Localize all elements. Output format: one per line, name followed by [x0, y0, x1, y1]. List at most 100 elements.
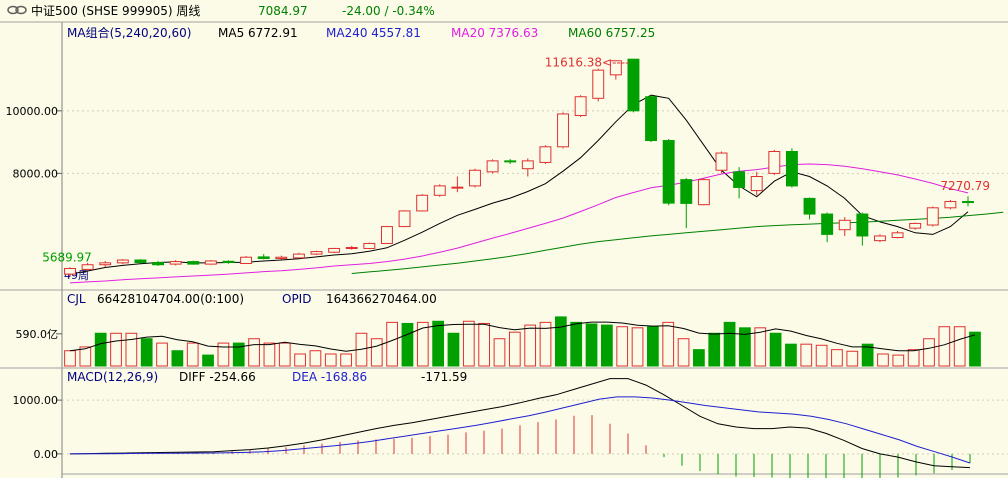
- volume-bar-down: [94, 332, 107, 367]
- opid-label: OPID: [282, 292, 311, 306]
- macd-dea: DEA -168.86: [292, 370, 367, 384]
- volume-bar-up: [186, 342, 199, 367]
- volume-bar-up: [478, 322, 491, 367]
- volume-bar-up: [386, 321, 398, 367]
- volume-bar-up: [294, 353, 306, 367]
- volume-bar-down: [140, 338, 153, 367]
- header-price: 7084.97: [258, 4, 308, 18]
- candle-up: [292, 253, 305, 259]
- candle-down: [187, 261, 200, 265]
- volume-bar-up: [892, 354, 905, 367]
- volume-bar-up: [217, 342, 230, 367]
- macd-panel-legend: MACD(12,26,9) DIFF -254.66 DEA -168.86 -…: [67, 370, 467, 384]
- macd-diff-line: [69, 378, 971, 469]
- candle-up: [944, 201, 957, 209]
- volume-bar-down: [739, 327, 751, 367]
- volume-bar-up: [754, 327, 767, 367]
- volume-bar-up: [938, 326, 951, 367]
- candle-up: [416, 194, 429, 212]
- cjl-value: 66428104704.00(0:100): [97, 292, 244, 306]
- volume-bars: [64, 316, 981, 367]
- candle-down: [962, 201, 974, 204]
- volume-bar-up: [539, 321, 552, 367]
- candle-down: [785, 150, 798, 187]
- link-icon[interactable]: [7, 5, 27, 15]
- candle-up: [169, 261, 182, 265]
- ma5-label: MA5 6772.91: [218, 26, 298, 40]
- candle-down: [134, 259, 147, 264]
- macd-lines: [69, 378, 971, 469]
- candle-up: [574, 96, 587, 117]
- volume-bar-up: [800, 343, 813, 367]
- candle-up: [204, 260, 217, 265]
- ma20-label: MA20 7376.63: [451, 26, 538, 40]
- candle-up: [715, 152, 728, 171]
- volume-bar-down: [723, 321, 736, 367]
- volume-bar-up: [263, 342, 276, 367]
- volume-bar-down: [861, 343, 874, 367]
- volume-bar-down: [785, 343, 797, 367]
- candle-up: [275, 256, 288, 259]
- volume-bar-up: [462, 320, 475, 367]
- candle-up: [557, 113, 569, 148]
- opid-value: 164366270464.00: [326, 292, 437, 306]
- last-annotation: 7270.79: [940, 179, 990, 193]
- volume-bar-up: [309, 350, 322, 367]
- ma5-line: [69, 94, 969, 275]
- candle-up: [539, 146, 552, 163]
- candle-down: [821, 213, 834, 235]
- volume-bar-down: [600, 324, 613, 367]
- volume-bar-up: [953, 326, 966, 367]
- volume-bar-down: [647, 326, 659, 367]
- volume-bar-up: [493, 338, 506, 367]
- candle-down: [803, 197, 816, 215]
- candle-down: [733, 171, 746, 188]
- candle-down: [152, 262, 164, 266]
- candle-up: [433, 185, 446, 196]
- volume-bar-down: [693, 349, 705, 367]
- candle-up: [310, 251, 323, 255]
- candlesticks: [64, 58, 974, 277]
- candle-up: [469, 169, 481, 187]
- candle-up: [874, 235, 886, 242]
- candle-up: [64, 267, 76, 275]
- volume-bar-up: [110, 332, 122, 367]
- volume-bar-down: [202, 354, 214, 367]
- volume-bar-down: [401, 322, 414, 367]
- ma60-line: [351, 211, 1004, 274]
- candle-up: [345, 247, 358, 250]
- main-y-tick-label: 10000.00: [6, 105, 59, 118]
- header-bar: 中证500 (SHSE 999905) 周线 7084.97 -24.00 / …: [7, 3, 435, 18]
- volume-bar-up: [416, 321, 429, 367]
- main-panel-legend: MA组合(5,240,20,60) MA5 6772.91 MA240 4557…: [64, 25, 655, 282]
- candle-up: [909, 222, 922, 229]
- volume-bar-up: [64, 350, 76, 367]
- candle-up: [592, 69, 605, 99]
- volume-bar-up: [616, 326, 629, 367]
- candle-up: [398, 210, 411, 228]
- candle-up: [926, 207, 939, 226]
- candle-down: [662, 140, 675, 204]
- macd-y-tick-label: 1000.00: [13, 394, 59, 407]
- candle-up: [363, 242, 376, 249]
- ma240-label: MA240 4557.81: [326, 26, 421, 40]
- main-annotations: 11616.38<---- 7270.79 5689.97: [42, 55, 990, 264]
- macd-value: -171.59: [421, 370, 467, 384]
- candle-down: [257, 256, 270, 259]
- volume-bar-up: [524, 324, 537, 367]
- candle-down: [504, 160, 517, 163]
- macd-histogram: [69, 415, 971, 478]
- main-y-axis: 10000.00 8000.00: [6, 105, 62, 180]
- candle-up: [451, 186, 464, 189]
- volume-bar-down: [432, 320, 445, 367]
- volume-bar-up: [248, 338, 260, 367]
- volume-bar-down: [554, 316, 567, 367]
- panel-frames: [0, 21, 1008, 478]
- volume-bar-up: [907, 349, 920, 367]
- low-annotation: 5689.97: [42, 251, 92, 265]
- ma-title: MA组合(5,240,20,60): [67, 25, 191, 40]
- volume-bar-down: [570, 321, 583, 367]
- volume-bar-up: [324, 353, 337, 367]
